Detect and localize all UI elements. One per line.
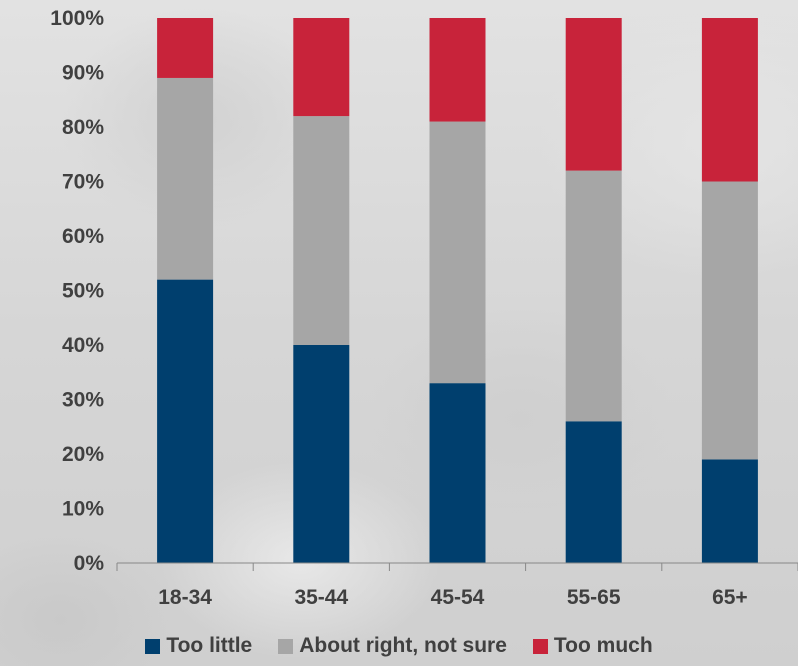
bar-segment xyxy=(157,77,214,280)
bar-segment xyxy=(565,18,622,171)
bar-segment xyxy=(429,121,486,384)
bar-segment xyxy=(701,459,758,563)
legend-swatch xyxy=(532,638,548,654)
y-tick-label: 20% xyxy=(62,443,104,466)
bar-segment xyxy=(565,170,622,422)
y-tick-label: 10% xyxy=(62,498,104,521)
legend-entry: Too much xyxy=(532,634,653,658)
y-tick-label: 60% xyxy=(62,225,104,248)
stacked-bar-chart: 0% 10% 20% 30% 40% 50% 60% 70% 80% 90% 100% 18-34 3… xyxy=(50,7,798,609)
x-axis: 18-34 35-44 45-54 55-65 65+ xyxy=(116,562,798,609)
x-tick-label: 65+ xyxy=(712,586,748,609)
legend-label: Too much xyxy=(553,634,653,657)
bar-segment xyxy=(565,421,622,563)
y-axis-ticks: 0% 10% 20% 30% 40% 50% 60% 70% 80% 90% 100% xyxy=(50,7,104,575)
y-tick-label: 40% xyxy=(62,334,104,357)
y-tick-label: 0% xyxy=(74,552,105,575)
bar-segment xyxy=(293,18,350,117)
bar-stacks xyxy=(157,18,758,563)
bar-segment xyxy=(429,18,486,122)
chart-legend: Too little About right, not sure Too much xyxy=(0,628,798,664)
y-tick-label: 70% xyxy=(62,171,104,194)
y-tick-label: 80% xyxy=(62,116,104,139)
bar-segment xyxy=(701,181,758,460)
bar-segment xyxy=(293,345,350,563)
x-tick-label: 35-44 xyxy=(294,586,348,609)
x-tick-label: 18-34 xyxy=(158,586,212,609)
legend-label: Too little xyxy=(166,634,253,657)
y-tick-label: 90% xyxy=(62,62,104,85)
bar-segment xyxy=(157,18,214,78)
y-tick-label: 30% xyxy=(62,389,104,412)
bar-segment xyxy=(293,116,350,345)
y-tick-label: 50% xyxy=(62,280,104,303)
legend-swatch xyxy=(278,638,294,654)
bar-segment xyxy=(157,279,214,563)
x-tick-label: 55-65 xyxy=(567,586,621,609)
legend-label: About right, not sure xyxy=(299,634,507,657)
legend-entry: About right, not sure xyxy=(278,634,507,658)
y-tick-label: 100% xyxy=(50,7,104,30)
x-tick-label: 45-54 xyxy=(431,586,485,609)
legend-entry: Too little xyxy=(145,634,252,658)
bar-segment xyxy=(701,18,758,182)
bar-segment xyxy=(429,383,486,563)
legend-swatch xyxy=(145,638,161,654)
